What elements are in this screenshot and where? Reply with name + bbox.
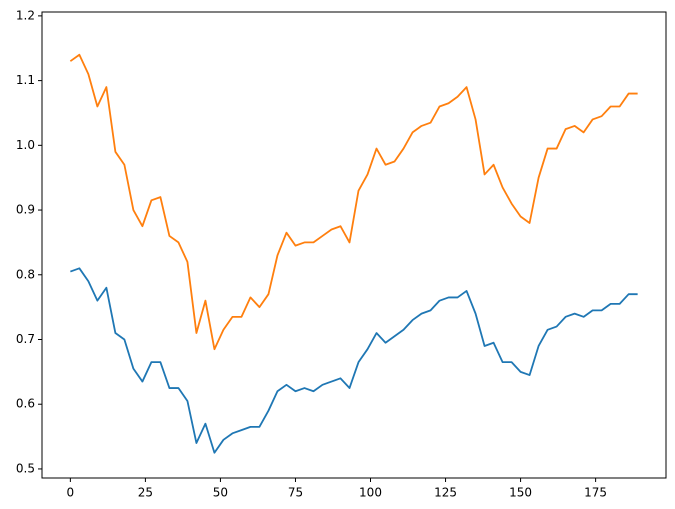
- y-tick-label: 1.1: [16, 73, 35, 87]
- x-tick-label: 25: [138, 486, 153, 500]
- plot-frame: [41, 11, 667, 479]
- x-tick-label: 0: [67, 486, 75, 500]
- x-tick-label: 100: [359, 486, 382, 500]
- y-tick-label: 0.9: [16, 203, 35, 217]
- line-series: [69, 53, 638, 351]
- x-tick-label: 50: [213, 486, 228, 500]
- line-series: [70, 267, 638, 454]
- y-tick-label: 0.5: [16, 461, 35, 475]
- x-tick-label: 150: [509, 486, 532, 500]
- y-tick-label: 0.6: [16, 397, 35, 411]
- x-tick-label: 75: [288, 486, 303, 500]
- x-tick-label: 175: [584, 486, 607, 500]
- y-tick-label: 0.8: [16, 267, 35, 281]
- x-tick-label: 125: [434, 486, 457, 500]
- y-tick-label: 0.7: [16, 332, 35, 346]
- y-tick-label: 1.2: [16, 8, 35, 22]
- y-tick-label: 1.0: [16, 138, 35, 152]
